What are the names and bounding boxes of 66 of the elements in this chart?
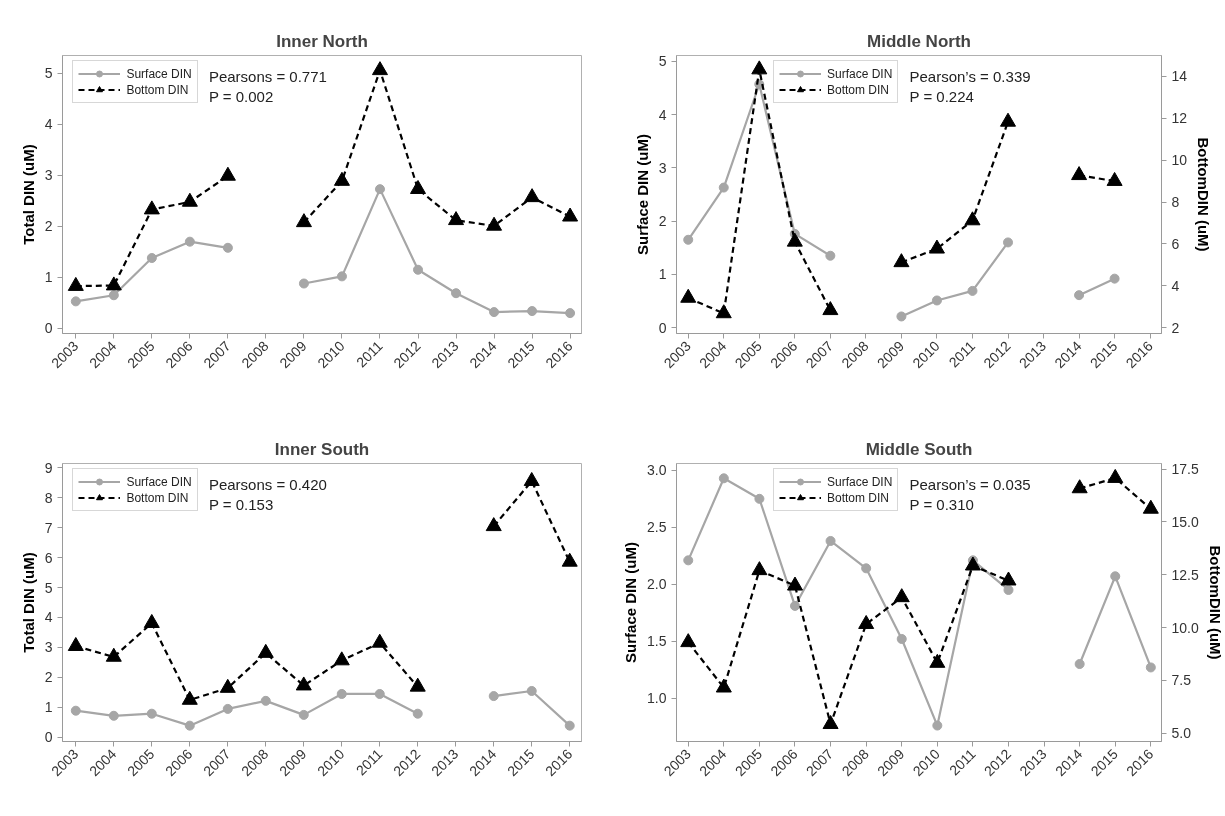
y-tick-label: 1 — [658, 266, 667, 283]
legend-label: Bottom DIN — [827, 490, 890, 505]
annotation: Pearsons = 0.771 — [208, 67, 327, 85]
y-tick-label: 6 — [44, 549, 53, 566]
annotation: Pearson’s = 0.035 — [909, 475, 1031, 493]
chart-title: Inner North — [276, 31, 368, 51]
annotation: Pearsons = 0.420 — [208, 475, 327, 493]
y2-axis-title: BottomDIN (uM) — [1195, 137, 1213, 252]
y2-tick-label: 12.5 — [1171, 566, 1199, 583]
y-tick-label: 5 — [44, 65, 53, 82]
y-tick-label: 0 — [44, 320, 53, 337]
legend-label: Bottom DIN — [827, 82, 890, 97]
y-tick-label: 5 — [44, 579, 53, 596]
y2-tick-label: 8 — [1171, 194, 1180, 211]
y2-tick-label: 2 — [1171, 319, 1180, 336]
y2-tick-label: 5.0 — [1171, 725, 1192, 742]
y-tick-label: 2 — [44, 218, 53, 235]
y2-tick-label: 14 — [1171, 68, 1188, 85]
annotation: P = 0.153 — [208, 495, 274, 513]
y-tick-label: 3.0 — [647, 462, 667, 479]
y2-tick-label: 4 — [1171, 277, 1180, 294]
y-tick-label: 3 — [44, 639, 53, 656]
annotation: P = 0.310 — [909, 495, 974, 513]
y-tick-label: 3 — [44, 167, 53, 184]
y-tick-label: 2 — [658, 213, 667, 230]
chart-title: Middle North — [867, 31, 971, 51]
chart-title: Inner South — [274, 439, 370, 459]
y-tick-label: 1.0 — [647, 690, 667, 707]
y-tick-label: 1 — [44, 699, 53, 716]
y-tick-label: 2.5 — [647, 519, 667, 536]
y-tick-label: 2 — [44, 669, 53, 686]
y-tick-label: 9 — [44, 459, 53, 476]
y-axis-title: Total DIN (uM) — [19, 552, 37, 653]
y-tick-label: 1 — [44, 269, 53, 286]
y-tick-label: 4 — [44, 116, 53, 133]
y-tick-label: 5 — [658, 53, 667, 70]
y2-tick-label: 10.0 — [1171, 619, 1199, 636]
y2-tick-label: 10 — [1171, 152, 1188, 169]
y-tick-label: 1.5 — [647, 633, 667, 650]
legend-label: Bottom DIN — [126, 490, 189, 505]
legend-label: Surface DIN — [827, 66, 893, 81]
y2-tick-label: 15.0 — [1171, 513, 1199, 530]
y-tick-label: 3 — [658, 159, 667, 176]
y-axis-title: Surface DIN (uM) — [633, 134, 651, 255]
y-tick-label: 7 — [44, 519, 53, 536]
annotation: P = 0.224 — [909, 87, 974, 105]
legend-label: Surface DIN — [126, 474, 192, 489]
annotation: Pearson’s = 0.339 — [909, 67, 1031, 85]
y2-tick-label: 6 — [1171, 235, 1180, 252]
y2-tick-label: 7.5 — [1171, 672, 1192, 689]
legend-label: Surface DIN — [827, 474, 893, 489]
y-tick-label: 0 — [658, 319, 667, 336]
chart-title: Middle South — [865, 439, 973, 459]
y-tick-label: 8 — [44, 489, 53, 506]
y2-tick-label: 12 — [1171, 110, 1188, 127]
y2-axis-title: BottomDIN (uM) — [1206, 545, 1224, 660]
y-tick-label: 0 — [44, 729, 53, 746]
y-tick-label: 4 — [44, 609, 53, 626]
legend-label: Surface DIN — [126, 66, 192, 81]
y-axis-title: Total DIN (uM) — [19, 144, 37, 245]
y-tick-label: 4 — [658, 106, 667, 123]
y2-tick-label: 17.5 — [1171, 461, 1199, 478]
legend-label: Bottom DIN — [126, 82, 189, 97]
y-tick-label: 2.0 — [647, 576, 667, 593]
annotation: P = 0.002 — [208, 87, 274, 105]
y-axis-title: Surface DIN (uM) — [622, 542, 640, 663]
